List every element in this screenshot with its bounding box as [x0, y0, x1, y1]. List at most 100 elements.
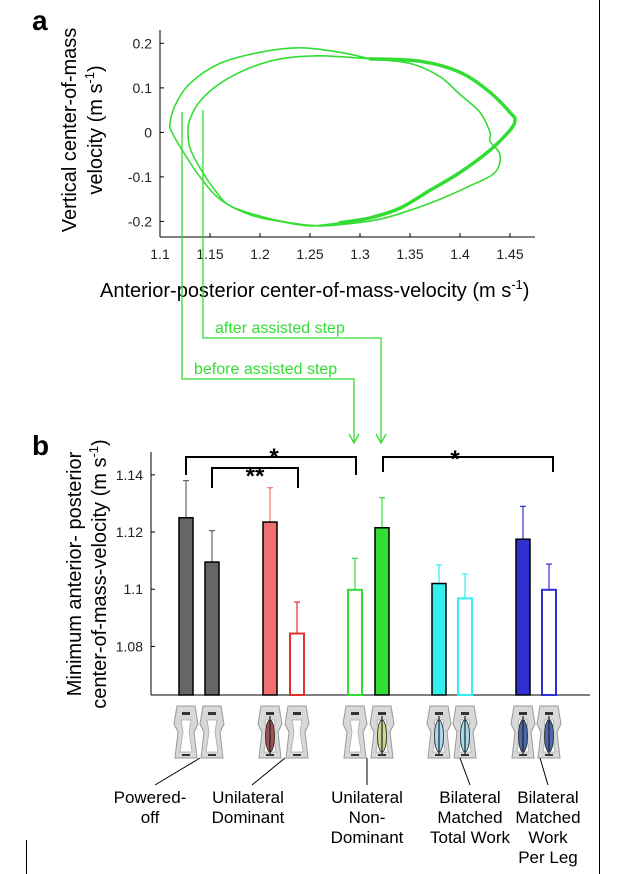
panel-a-xtick-label: 1.35: [396, 246, 423, 262]
condition-labels: Powered-offUnilateralDominantUnilateralN…: [114, 788, 581, 867]
panel-b-ylabel-line1: Minimum anterior- posterior: [64, 451, 86, 696]
device-icons: [173, 705, 562, 759]
panel-b-letter: b: [32, 430, 49, 461]
panel-a-x-ticks: 1.1 1.15 1.2 1.25 1.3 1.35 1.4 1.45: [150, 233, 524, 262]
panel-b-ylabel-line2: center-of-mass-velocity (m s-1): [86, 439, 111, 708]
panel-a-letter: a: [32, 5, 48, 36]
panel-b-bar: [347, 588, 363, 696]
condition-label-line: Bilateral: [517, 788, 578, 807]
panel-a-xlabel: Anterior-posterior center-of-mass-veloci…: [100, 277, 529, 302]
panel-a-xtick-label: 1.3: [350, 246, 370, 262]
panel-b-ytick-label: 1.14: [116, 467, 143, 483]
panel-a-chart: 1.1 1.15 1.2 1.25 1.3 1.35 1.4 1.45 0.2 0.1 0 -0.1…: [59, 28, 535, 302]
exoskeleton-inner: [179, 719, 193, 753]
panel-b-bar: [204, 561, 220, 696]
condition-label-line: Dominant: [212, 808, 285, 827]
after-step-connector: [202, 110, 382, 442]
after-step-label: after assisted step: [215, 320, 345, 337]
condition-label-line: Unilateral: [331, 788, 403, 807]
panel-a-curves: [168, 46, 517, 227]
exoskeleton-icon: [452, 705, 478, 759]
annotation-connectors: [181, 110, 387, 445]
panel-a-ylabel-line2: velocity (m s-1): [82, 65, 107, 194]
exoskeleton-strap: [208, 754, 216, 756]
sig-label-1: *: [269, 444, 279, 471]
condition-label-line: Matched: [515, 808, 580, 827]
significance-brackets: [185, 456, 554, 488]
condition-label-line: off: [141, 808, 160, 827]
panel-b-bar: [178, 517, 194, 696]
exoskeleton-strap: [519, 712, 527, 715]
exoskeleton-strap: [378, 754, 386, 756]
panel-a-xtick-label: 1.4: [450, 246, 470, 262]
panel-b-bar: [289, 632, 305, 696]
panel-b-bar: [374, 527, 390, 696]
exoskeleton-inner: [205, 719, 219, 753]
exoskeleton-icon: [173, 705, 199, 759]
condition-label-line: Per Leg: [518, 848, 578, 867]
exoskeleton-icon: [369, 705, 395, 759]
panel-a-ytick-label: 0.1: [133, 80, 153, 96]
exoskeleton-strap: [266, 754, 274, 756]
panel-a-ytick-label: 0: [144, 124, 152, 140]
panel-a-ytick-label: -0.1: [128, 169, 152, 185]
panel-b-y-ticks: 1.14 1.12 1.1 1.08: [116, 467, 155, 654]
frame-border-right: [599, 0, 600, 874]
panel-b-bar: [457, 597, 473, 696]
panel-a-loop-2: [187, 54, 502, 227]
condition-label-line: Non-: [349, 808, 386, 827]
exoskeleton-strap: [351, 754, 359, 756]
panel-b-bar: [431, 582, 447, 696]
frame-border-left: [26, 840, 27, 874]
exoskeleton-strap: [545, 712, 553, 715]
exoskeleton-strap: [378, 712, 386, 715]
sig-bracket-2: [211, 467, 299, 488]
exoskeleton-strap: [293, 754, 301, 756]
panel-a-y-ticks: 0.2 0.1 0 -0.1 -0.2: [128, 35, 164, 229]
leader-bilateral-total: [459, 757, 471, 786]
leader-bilateral-per-leg: [539, 757, 549, 786]
exoskeleton-strap: [266, 712, 274, 715]
condition-label-line: Matched: [437, 808, 502, 827]
exoskeleton-strap: [351, 712, 359, 715]
before-step-connector: [181, 112, 355, 442]
condition-leaders: [154, 757, 549, 786]
exoskeleton-strap: [182, 754, 190, 756]
exoskeleton-strap: [461, 712, 469, 715]
exoskeleton-strap: [435, 712, 443, 715]
exoskeleton-icon: [199, 705, 225, 759]
condition-label-line: Powered-: [114, 788, 187, 807]
exoskeleton-strap: [435, 754, 443, 756]
exoskeleton-icon: [536, 705, 562, 759]
exoskeleton-icon: [426, 705, 452, 759]
exoskeleton-icon: [257, 705, 283, 759]
panel-a-xtick-label: 1.45: [496, 246, 523, 262]
exoskeleton-strap: [293, 712, 301, 715]
panel-b-ytick-label: 1.08: [116, 638, 143, 654]
exoskeleton-strap: [182, 712, 190, 715]
panel-a-ylabel-line1: Vertical center-of-mass: [59, 28, 81, 233]
panel-b-bars: [178, 479, 557, 696]
panel-b-ytick-label: 1.1: [124, 581, 144, 597]
panel-a-xtick-label: 1.1: [150, 246, 170, 262]
before-step-label: before assisted step: [194, 361, 337, 378]
before-arrowhead: [348, 433, 360, 445]
sig-bracket-3: [382, 456, 554, 472]
panel-b-bar: [515, 538, 531, 696]
condition-label-line: Dominant: [331, 828, 404, 847]
sig-label-2: **: [246, 463, 265, 490]
panel-a-xtick-label: 1.2: [250, 246, 270, 262]
exoskeleton-icon: [284, 705, 310, 759]
leader-powered-off: [154, 757, 201, 786]
condition-label-line: Bilateral: [439, 788, 500, 807]
exoskeleton-strap: [545, 754, 553, 756]
exoskeleton-icon: [342, 705, 368, 759]
exoskeleton-icon: [510, 705, 536, 759]
panel-b-bar: [262, 521, 278, 696]
condition-label-line: Work: [528, 828, 568, 847]
leader-unilateral-dominant: [251, 757, 286, 786]
exoskeleton-strap: [519, 754, 527, 756]
after-arrowhead: [375, 433, 387, 445]
exoskeleton-inner: [348, 719, 362, 753]
